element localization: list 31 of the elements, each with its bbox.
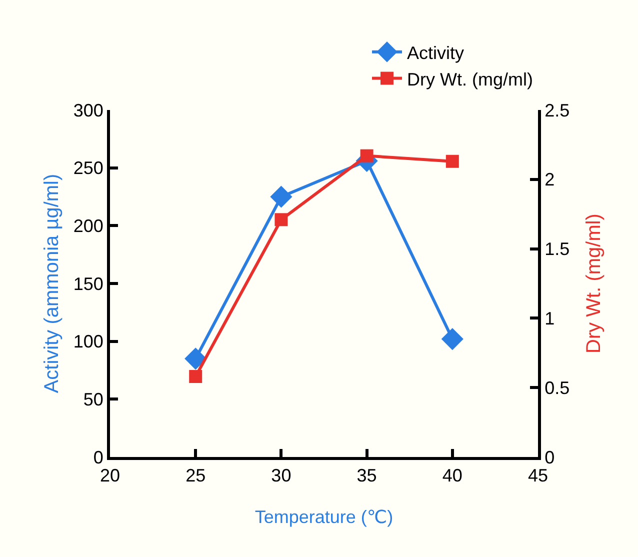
y2-tick-label: 1 [544, 308, 555, 328]
point [270, 186, 292, 208]
y-tick-label: 0 [93, 447, 104, 468]
x-tick-label: 30 [271, 466, 292, 486]
y-tick-label: 150 [73, 274, 104, 294]
x-tick-label: 35 [356, 466, 377, 486]
y-tick-label: 300 [73, 100, 104, 120]
legend-label: Activity [407, 42, 464, 63]
point [189, 370, 202, 383]
y-tick-label: 250 [73, 158, 104, 178]
legend-label: Dry Wt. (mg/ml) [407, 69, 533, 90]
point [360, 149, 374, 162]
x-tick-label: 25 [186, 466, 206, 486]
y2-axis-title: Dry Wt. (mg/ml) [583, 214, 605, 354]
point [441, 328, 464, 350]
point [446, 154, 459, 168]
y-axis-title: Activity (ammonia µg/ml) [41, 174, 63, 394]
x-axis-title: Temperature (℃) [254, 507, 394, 527]
point [274, 213, 288, 226]
y2-tick-label: 2 [544, 170, 555, 190]
x-tick-label: 20 [100, 466, 120, 486]
y-tick-label: 100 [73, 332, 104, 352]
y2-tick-label: 2.5 [544, 100, 570, 120]
x-tick-label: 40 [442, 466, 462, 486]
y2-tick-label: 1.5 [544, 239, 570, 260]
x-tick-label: 45 [528, 466, 548, 486]
y2-tick-label: 0 [544, 447, 555, 468]
y-tick-label: 200 [73, 216, 104, 236]
y2-tick-label: 0.5 [544, 378, 570, 398]
y-tick-label: 50 [83, 389, 104, 410]
point [184, 348, 207, 370]
